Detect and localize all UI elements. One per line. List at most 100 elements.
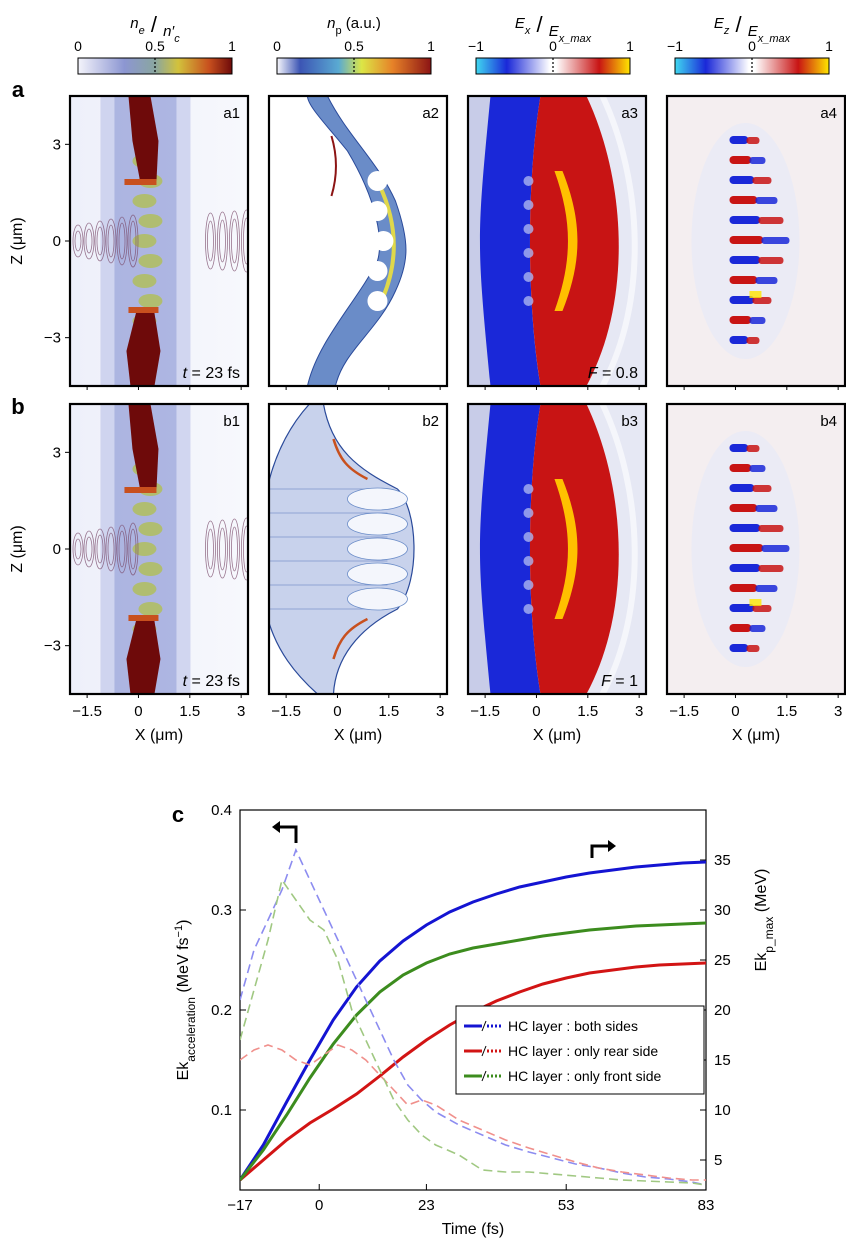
x-tick-label: 0 — [532, 703, 540, 720]
contour-right — [255, 525, 261, 573]
panel-corner-label: F = 1 — [601, 673, 638, 690]
title-main: E — [515, 15, 526, 32]
contour-right — [243, 525, 248, 573]
electron-blob — [138, 602, 163, 616]
field-stripe — [729, 216, 761, 224]
contour-right — [217, 519, 228, 579]
row-label-a: a — [12, 77, 25, 102]
field-stripe — [729, 624, 752, 632]
electron-blob — [132, 502, 157, 516]
y-left-label-part: acceleration — [184, 997, 198, 1062]
proton-layer-bright — [375, 180, 396, 302]
field-stripe — [758, 257, 784, 264]
corner-symbol: F — [588, 365, 599, 382]
contour-left — [94, 528, 106, 570]
laser-contours — [72, 209, 248, 273]
y-left-tick-label: 0.2 — [211, 1002, 232, 1019]
x-tick-label: −1.5 — [271, 703, 301, 720]
x-tick-label: 1.5 — [378, 703, 399, 720]
y-right-tick-label: 20 — [714, 1002, 731, 1019]
x-tick-label: 3 — [436, 703, 444, 720]
z-tick-label: −3 — [44, 330, 61, 347]
x-axis-label: X (μm) — [135, 727, 183, 744]
panel-id-label: a2 — [422, 105, 439, 122]
field-stripe — [729, 484, 755, 492]
contour-right — [207, 220, 214, 262]
proton-bubble — [367, 201, 388, 221]
field-modulation — [523, 532, 534, 542]
x-tick-label: 1.5 — [776, 703, 797, 720]
field-stripe — [729, 544, 764, 552]
series-line-energy-1 — [240, 860, 706, 1181]
x-axis-label: X (μm) — [334, 727, 382, 744]
contour-left — [116, 216, 128, 266]
field-stripe — [729, 524, 761, 532]
title-slash: / — [729, 12, 747, 37]
field-modulation — [523, 176, 534, 186]
x-axis-label: X (μm) — [732, 727, 780, 744]
panel-b3: b3 F = 1 −1.5 0 1.5 3 X (μm) — [466, 402, 648, 744]
colorbar-1: 0 0.5 1 ne / n′c — [74, 12, 236, 75]
x-tick-label: 3 — [237, 703, 245, 720]
panel-frame — [665, 94, 846, 388]
x-tick-label: 0 — [333, 703, 341, 720]
electron-blob — [132, 234, 157, 248]
x-tick-label: 1.5 — [577, 703, 598, 720]
contour-right — [207, 528, 214, 570]
panel-id-label: a4 — [820, 105, 837, 122]
panel-id-label: b3 — [621, 413, 638, 430]
panel-id-label: a1 — [223, 105, 240, 122]
contour-right — [241, 517, 248, 581]
field-stripe — [752, 485, 772, 492]
field-modulation — [523, 508, 534, 518]
y-right-tick-label: 15 — [714, 1052, 731, 1069]
panel-content — [667, 96, 845, 386]
legend-box — [455, 1005, 705, 1095]
field-stripe — [729, 464, 752, 472]
y-left-axis-label: Ekacceleration (MeV fs−1) — [173, 920, 198, 1081]
title-main: E — [714, 15, 725, 32]
title-slash: / — [145, 12, 163, 37]
proton-bubble — [367, 171, 388, 191]
electron-blob — [132, 274, 157, 288]
left-arrow — [280, 825, 298, 843]
laser-contours — [72, 517, 261, 581]
contour-left — [129, 220, 137, 262]
title-den-sub: x_max — [558, 33, 592, 45]
legend-separator — [481, 1020, 487, 1032]
z-tick-label: 3 — [53, 444, 61, 461]
axis-arrows — [272, 821, 616, 858]
title-sub: x — [524, 25, 531, 37]
corner-symbol: t — [183, 365, 188, 382]
x-axis-label: Time (fs) — [442, 1221, 505, 1238]
field-peak — [554, 171, 578, 311]
field-modulation — [523, 556, 534, 566]
field-peak — [749, 599, 762, 606]
y-left-tick-label: 0.3 — [211, 902, 232, 919]
contour-right — [217, 211, 228, 271]
contour-right — [219, 219, 226, 263]
title-unit: (a.u.) — [342, 15, 381, 32]
field-stripe — [729, 604, 755, 612]
corner-symbol: F — [601, 673, 612, 690]
panel-content — [70, 404, 261, 694]
contour-right — [219, 527, 226, 571]
field-stripe — [755, 585, 778, 592]
electron-dense-band-top — [128, 96, 159, 183]
colorbars: 0 0.5 1ne / n′c 0 0.5 1np (a.u.)−1 0 1Ex / Ex_m… — [74, 12, 833, 75]
y-left-label-part: ) — [175, 920, 192, 925]
field-stripe — [729, 236, 764, 244]
proton-layer — [306, 96, 407, 386]
field-stripe — [746, 337, 760, 344]
contour-left — [83, 222, 95, 260]
x-axis-label: X (μm) — [533, 727, 581, 744]
field-stripe — [758, 565, 784, 572]
field-stripe — [746, 445, 760, 452]
field-stripe — [749, 317, 766, 324]
title-sub: p — [336, 25, 342, 37]
contour-right — [229, 210, 240, 272]
electron-dense-band-bottom — [126, 619, 161, 694]
field-modulation — [523, 604, 534, 614]
contour-left — [127, 522, 139, 576]
